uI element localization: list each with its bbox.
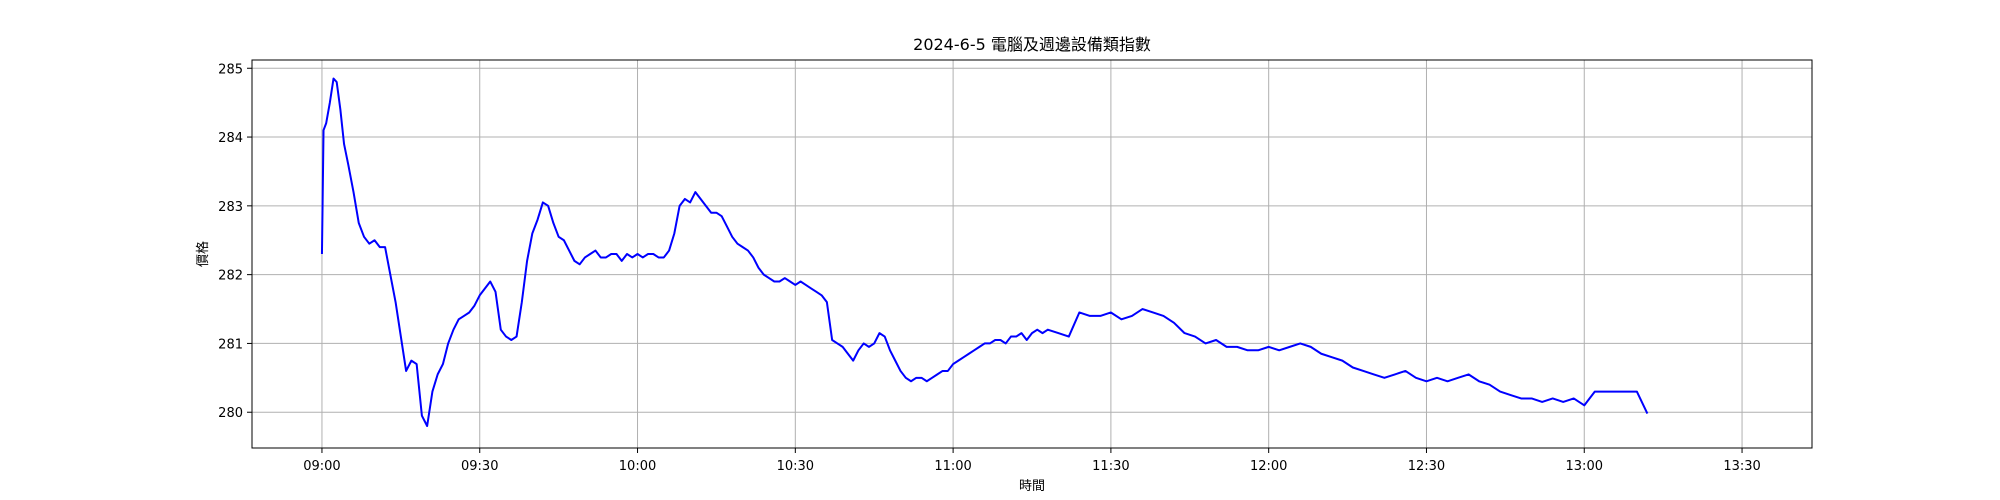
y-tick-label: 285 (218, 62, 243, 77)
x-tick-label: 11:00 (934, 459, 971, 474)
y-tick-label: 281 (218, 337, 243, 352)
plot-frame (251, 59, 1813, 449)
chart-title: 2024-6-5 電腦及週邊設備類指數 (913, 35, 1151, 54)
x-tick-label: 13:30 (1723, 459, 1760, 474)
x-tick-label: 12:00 (1250, 459, 1287, 474)
x-tick-label: 10:30 (777, 459, 814, 474)
price-series-line (320, 77, 1649, 427)
x-tick-label: 09:30 (461, 459, 498, 474)
y-tick-label: 284 (218, 131, 243, 146)
axis-ticks: 09:00 09:30 10:00 10:30 11:00 11:30 12:00 12:30… (218, 62, 1761, 474)
y-axis-label: 價格 (195, 241, 211, 267)
x-tick-label: 12:30 (1408, 459, 1445, 474)
x-axis-label: 時間 (1019, 479, 1045, 494)
grid-lines (252, 60, 1812, 448)
y-tick-label: 283 (218, 200, 243, 215)
y-tick-label: 282 (218, 269, 243, 284)
y-tick-label: 280 (218, 406, 243, 421)
x-tick-label: 13:00 (1566, 459, 1603, 474)
x-tick-label: 11:30 (1092, 459, 1129, 474)
x-tick-label: 10:00 (619, 459, 656, 474)
x-tick-label: 09:00 (303, 459, 340, 474)
